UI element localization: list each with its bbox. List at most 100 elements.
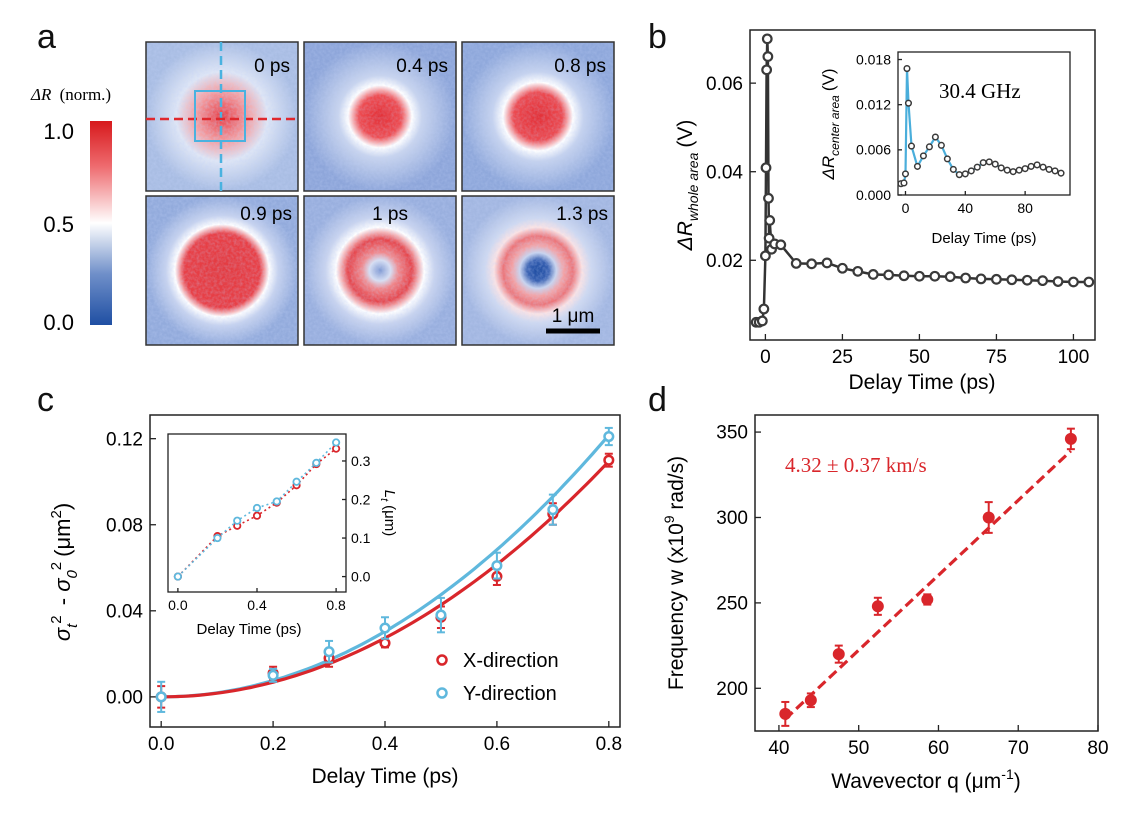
x-tick-label: 40 [958, 200, 974, 216]
panel-label-b: b [648, 18, 667, 56]
inset-series-y-direction [173, 438, 341, 581]
x-tick-label: 100 [1058, 347, 1090, 368]
frame-1.3ps: 1.3 ps 1 μm [461, 195, 615, 346]
panel-label-a: a [37, 18, 56, 56]
x-tick-label: 50 [909, 347, 930, 368]
inset-data-point [1009, 168, 1017, 176]
data-point [804, 694, 817, 707]
data-point [832, 648, 845, 661]
y-tick-label: 0.2 [351, 491, 371, 507]
velocity-annotation: 4.32 ± 0.37 km/s [785, 453, 927, 477]
x-tick-label: 75 [986, 347, 1007, 368]
inset-x-axis-label: Delay Time (ps) [931, 230, 1036, 247]
data-point [547, 504, 559, 516]
y-tick-label: 0.018 [856, 51, 891, 67]
inset-data-point [213, 533, 222, 543]
x-axis-label: Delay Time (ps) [311, 765, 458, 788]
x-axis-label: Wavevector q (μm-1) [831, 766, 1020, 793]
inset-data-point [991, 160, 999, 168]
inset-data-point [233, 516, 242, 525]
data-point [1083, 276, 1095, 288]
x-tick-label: 80 [1087, 738, 1108, 759]
data-point [775, 239, 787, 251]
x-tick-label: 0.8 [596, 734, 622, 755]
inset-x-axis-label: Delay Time (ps) [196, 621, 301, 638]
inset-data-point [967, 167, 975, 175]
inset-data-point [1033, 161, 1041, 169]
colorbar-title: ΔR (norm.) [30, 85, 111, 104]
data-point [991, 273, 1002, 285]
inset-points [897, 65, 1065, 188]
inset-data-point [1021, 165, 1029, 173]
x-tick-label: 70 [1008, 738, 1029, 759]
inset-data-point [973, 163, 981, 171]
inset-data-point [949, 165, 957, 173]
x-tick-label: 0.0 [148, 734, 174, 755]
data-point [491, 560, 503, 572]
data-point [603, 454, 615, 466]
frame-border [145, 195, 299, 346]
panel-b: 0 25 50 75 100 0.020.040.06 Delay Time (ps) … [674, 29, 1096, 394]
data-point [763, 192, 774, 204]
x-tick-label: 25 [832, 347, 853, 368]
series-points [779, 427, 1077, 727]
y-tick-label: 0.3 [351, 453, 371, 469]
data-point [975, 273, 987, 285]
y-label-main: ΔR [674, 221, 697, 251]
y-tick-label: 0.000 [856, 187, 891, 203]
y-tick-label: 0.0 [351, 568, 371, 584]
fit-line [784, 449, 1072, 721]
data-point [883, 269, 895, 281]
data-point [921, 593, 934, 606]
colorbar-tick-top: 1.0 [43, 119, 74, 144]
inset-data-point [900, 179, 908, 187]
inset-data-point [901, 170, 910, 178]
y-tick-label: 0.06 [706, 74, 743, 95]
inset-data-point [292, 477, 301, 486]
frame-border [461, 195, 615, 346]
y-tick-label: 0.12 [106, 429, 143, 450]
y-tick-label: 0.04 [106, 601, 143, 622]
data-point [871, 600, 884, 613]
panel-d: 40 50 60 70 80 200 250 300 350 4.32 ± 0.37 km/s… [661, 414, 1109, 793]
colorbar-tick-bottom: 0.0 [43, 310, 74, 335]
data-point [756, 315, 768, 327]
inset-data-point [272, 497, 281, 506]
panel-label-c: c [37, 381, 54, 419]
data-point [761, 33, 773, 45]
y-ticks: 0.00 0.04 0.08 0.12 [106, 429, 156, 709]
inset-data-point [961, 170, 969, 178]
inset-data-point [1057, 169, 1065, 177]
inset-data-point [312, 458, 321, 468]
inset-data-point [919, 152, 927, 160]
y-tick-label: 0.1 [351, 530, 371, 546]
x-tick-label: 80 [1017, 200, 1033, 216]
frame-border [303, 41, 457, 192]
data-point [790, 257, 802, 269]
y-label-sub: whole area [685, 152, 701, 221]
inset-data-point [252, 503, 262, 513]
plot-frame [749, 29, 1096, 341]
inset-y-label-sub: center area [828, 95, 842, 156]
frame-0.4ps: 0.4 ps [303, 41, 457, 192]
x-ticks: 0.0 0.2 0.4 0.6 0.8 [148, 721, 622, 755]
series-points [155, 426, 615, 713]
inset-data-point [925, 143, 933, 151]
inset-data-point [979, 159, 987, 167]
inset-data-point [1051, 167, 1059, 175]
panel-label-d: d [648, 381, 667, 419]
x-ticks: 0 25 50 75 100 [760, 334, 1089, 368]
inset-data-point [903, 65, 911, 73]
colorbar-title-symbol: ΔR [30, 85, 52, 104]
data-point [1068, 276, 1079, 288]
data-point [944, 271, 956, 283]
y-tick-label: 300 [716, 508, 748, 529]
inset-x-ticks: 0.0 0.4 0.8 [168, 588, 346, 613]
y-tick-label: 0.012 [856, 97, 891, 113]
inset-data-point [1039, 163, 1047, 171]
data-point [929, 270, 941, 282]
inset-series [173, 438, 341, 581]
inset-annotation: 30.4 GHz [939, 79, 1021, 103]
legend-label-x: X-direction [463, 650, 559, 672]
inset-data-point [904, 99, 913, 107]
